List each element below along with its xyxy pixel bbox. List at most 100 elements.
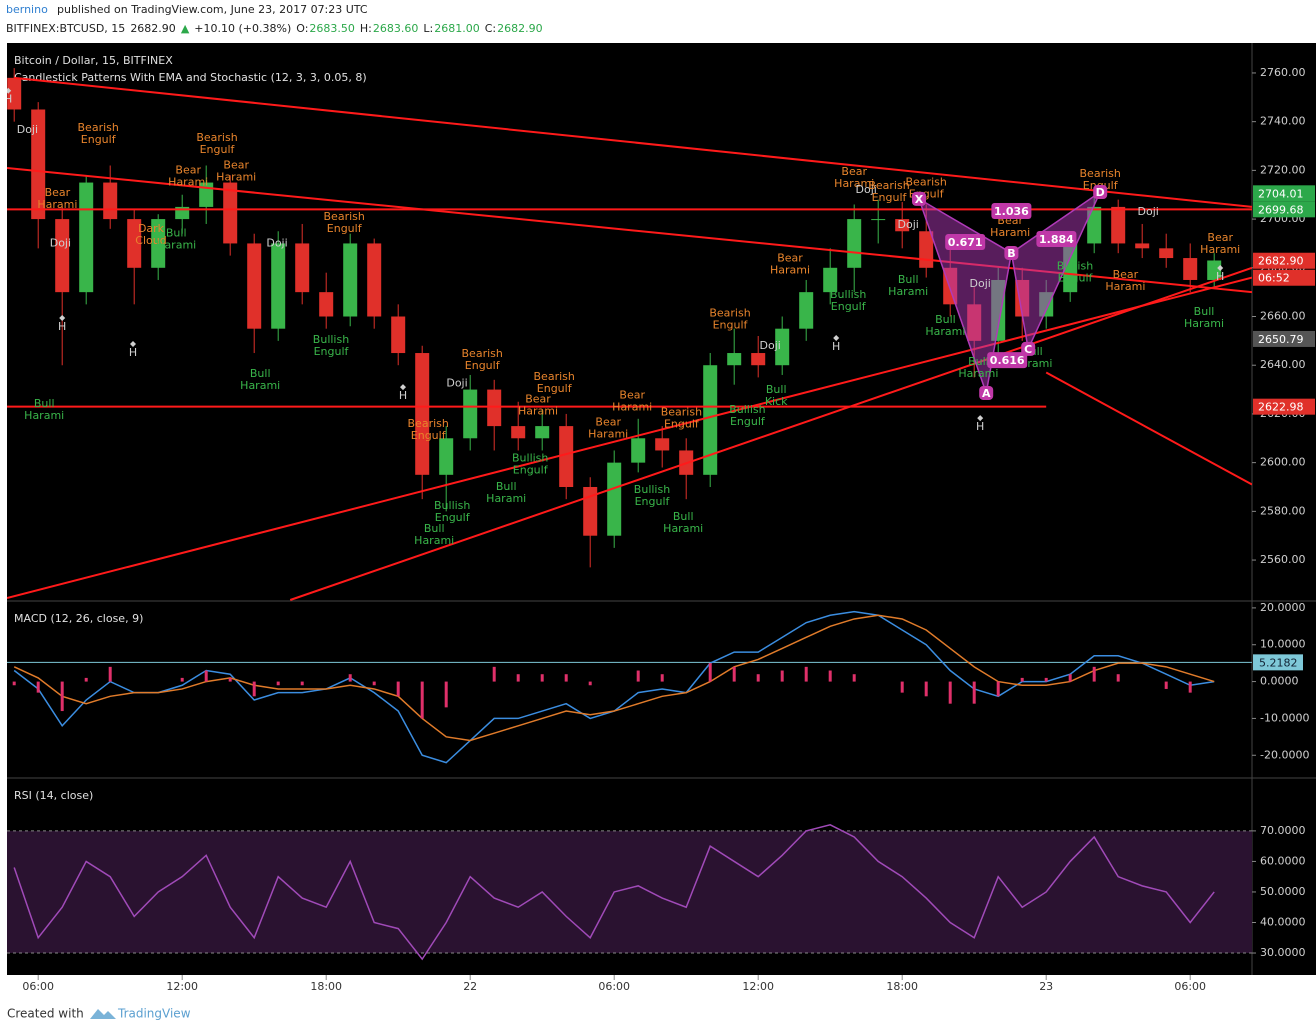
pattern-label: Bearish	[1080, 167, 1121, 180]
rsi-title: RSI (14, close)	[14, 789, 93, 802]
x-tick-label: 22	[463, 980, 477, 993]
candle-body	[151, 219, 166, 268]
brand[interactable]: TradingView	[117, 1007, 191, 1021]
ohlc-o: 2683.50	[309, 22, 355, 35]
ratio-label: 1.884	[1039, 233, 1074, 246]
candle-body	[367, 243, 382, 317]
candle-body	[511, 426, 526, 439]
candle-body	[271, 243, 286, 329]
trendline	[14, 76, 1252, 208]
user[interactable]: bernino	[6, 3, 48, 16]
y-tick-label: 2600.00	[1260, 456, 1306, 469]
footer-bg	[0, 975, 1316, 1032]
price-tag-label: 2682.90	[1258, 255, 1304, 268]
candle-body	[55, 219, 70, 293]
candle-body	[463, 389, 478, 439]
price-tag	[1253, 269, 1315, 286]
candle-body	[895, 219, 910, 232]
pattern-marker	[1217, 265, 1224, 272]
candle-body	[823, 267, 838, 293]
pattern-label: Bearish	[462, 347, 503, 360]
candle-body	[655, 438, 670, 451]
pattern-marker	[7, 87, 12, 94]
pattern-label: Engulf	[537, 382, 573, 395]
harmonic-point-label: A	[982, 387, 991, 400]
pattern-label: Harami	[990, 226, 1030, 239]
pattern-label: Bull	[166, 227, 187, 240]
y-tick-label: 2660.00	[1260, 310, 1306, 323]
chart-title: Bitcoin / Dollar, 15, BITFINEX	[14, 54, 173, 67]
candle-body	[1135, 243, 1150, 249]
pattern-label: Bull	[34, 397, 55, 410]
candle-body	[79, 182, 94, 293]
harmonic-point	[1093, 185, 1108, 200]
pattern-label: Doji	[50, 236, 71, 249]
y-tick-label: 2760.00	[1260, 66, 1306, 79]
pattern-label: Bull	[935, 313, 956, 326]
pattern-marker	[833, 334, 840, 341]
pattern-label: Harami	[925, 325, 965, 338]
y-tick-label: 2580.00	[1260, 504, 1306, 517]
pattern-label: H	[129, 346, 137, 359]
candle-body	[919, 231, 934, 268]
pattern-label: Bearish	[868, 179, 909, 192]
pattern-label: Doji	[446, 376, 467, 389]
pattern-label: Harami	[24, 409, 64, 422]
pattern-label: Harami	[414, 534, 454, 547]
candle-body	[703, 365, 718, 475]
macd-line	[13, 614, 1215, 742]
ratio-box	[991, 203, 1032, 220]
candle-body	[343, 243, 358, 317]
candle-body	[799, 292, 814, 329]
x-tick-label: 06:00	[1174, 980, 1206, 993]
level-tag	[1253, 654, 1303, 671]
pattern-label: Engulf	[872, 191, 908, 204]
pattern-label: H	[976, 420, 984, 433]
price-tag-label: 2650.79	[1258, 333, 1304, 346]
created-with: Created with	[7, 1007, 84, 1021]
pattern-label: Kick	[765, 395, 788, 408]
pattern-label: Bear	[619, 389, 645, 402]
pattern-label: Bull	[1194, 305, 1215, 318]
y-tick-label: 10.0000	[1260, 638, 1306, 651]
price-tag-label: 2622.98	[1258, 401, 1304, 414]
pattern-label: Bull	[968, 355, 989, 368]
ohlc-last: 2682.90	[130, 22, 176, 35]
candle-body	[1111, 206, 1126, 244]
candle-body	[535, 426, 550, 439]
ohlc-l-label: L:	[423, 22, 433, 35]
candle-body	[319, 292, 334, 317]
candle-body	[127, 219, 142, 268]
pattern-label: Engulf	[513, 463, 549, 476]
harmonic-point	[979, 385, 994, 400]
y-tick-label: -10.0000	[1260, 711, 1309, 724]
candle-body	[31, 109, 46, 220]
candle-body	[751, 353, 766, 366]
y-tick-label: 2640.00	[1260, 358, 1306, 371]
pattern-label: Bull	[250, 367, 271, 380]
pattern-marker	[59, 314, 66, 321]
x-tick-label: 12:00	[166, 980, 198, 993]
pattern-label: Bullish	[434, 499, 470, 512]
pattern-label: Doji	[898, 218, 919, 231]
pattern-label: Harami	[216, 171, 256, 184]
pattern-label: Bear	[1113, 268, 1139, 281]
candle-body	[1183, 258, 1198, 280]
candle-body	[223, 182, 238, 244]
pattern-label: Harami	[240, 379, 280, 392]
ratio-box	[987, 352, 1028, 369]
x-tick-label: 06:00	[22, 980, 54, 993]
harmonic-point-label: B	[1007, 247, 1015, 260]
harmonic-leg	[1010, 189, 1103, 352]
pattern-label: Engulf	[635, 495, 671, 508]
candle-body	[871, 219, 886, 221]
ohlc-arrow: ▲	[181, 22, 190, 35]
ratio-label: 0.616	[990, 354, 1025, 367]
ohlc-h-label: H:	[360, 22, 372, 35]
candle-body	[103, 182, 118, 220]
pattern-label: Bearish	[906, 176, 947, 189]
pattern-label: Engulf	[327, 222, 363, 235]
candle-body	[295, 243, 310, 293]
pattern-label: Bullish	[512, 451, 548, 464]
